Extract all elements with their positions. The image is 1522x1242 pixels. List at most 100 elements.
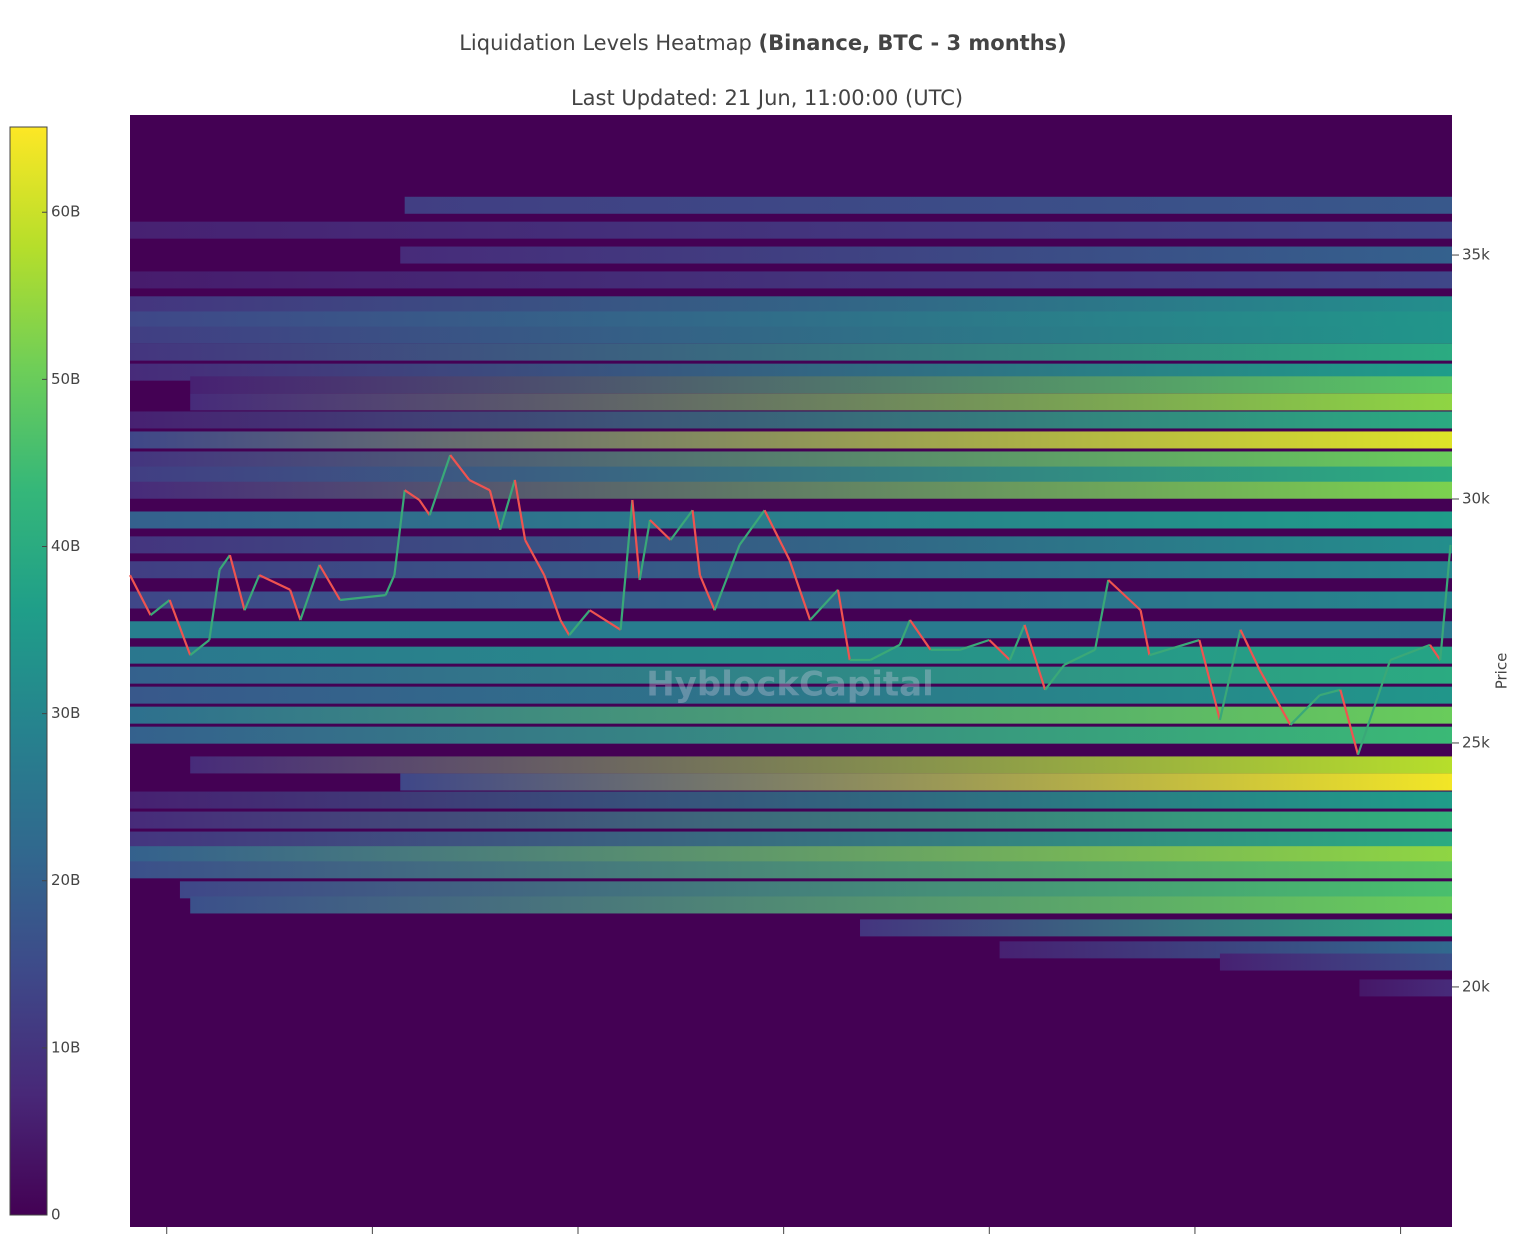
price-segment — [468, 478, 491, 492]
heat-band — [130, 411, 1452, 429]
price-segment — [129, 574, 152, 616]
price-segment — [1198, 639, 1221, 721]
heat-band — [130, 666, 1452, 684]
price-segment — [393, 490, 406, 576]
price-segment — [1063, 648, 1096, 666]
subtitle: Last Updated: 21 Jun, 11:00:00 (UTC) — [571, 86, 963, 110]
colorbar-tick-label: 0 — [51, 1206, 61, 1224]
colorbar-tick-label: 60B — [51, 203, 80, 221]
heat-band — [130, 431, 1452, 449]
price-segment — [589, 609, 622, 631]
price-segment — [384, 574, 396, 596]
title-bold: (Binance, BTC - 3 months) — [759, 31, 1067, 55]
price-segment — [243, 574, 261, 611]
heat-band — [130, 271, 1452, 289]
price-segment — [836, 589, 851, 661]
price-segment — [763, 509, 791, 561]
heat-band — [179, 881, 1452, 899]
colorbar-tick-label: 10B — [51, 1038, 80, 1056]
price-segment — [698, 574, 716, 611]
heat-band — [130, 343, 1452, 361]
price-segment — [909, 619, 932, 651]
price-segment — [299, 564, 321, 621]
heat-band — [130, 451, 1452, 469]
price-segment — [208, 569, 221, 641]
price-segment — [809, 589, 839, 621]
price-segment — [168, 599, 192, 656]
price-segment — [1319, 688, 1341, 697]
heat-band — [130, 791, 1452, 809]
price-segment — [568, 609, 591, 636]
price-segment — [1044, 664, 1066, 691]
price-segment — [189, 639, 211, 657]
chart-title: Liquidation Levels Heatmap (Binance, BTC… — [459, 31, 1067, 55]
heat-band — [130, 326, 1452, 344]
price-segment — [543, 574, 562, 621]
price-segment — [1289, 694, 1321, 726]
y-tick-label: 30k — [1462, 490, 1490, 508]
heat-band — [130, 511, 1452, 529]
price-segment — [428, 454, 452, 516]
heat-band — [130, 646, 1452, 664]
price-segment — [289, 589, 302, 621]
title-text: Liquidation Levels Heatmap — [459, 31, 758, 55]
heat-band — [130, 311, 1452, 329]
heat-band — [1219, 953, 1452, 971]
heat-band — [130, 536, 1452, 554]
heat-band — [404, 196, 1452, 214]
price-segment — [499, 479, 516, 531]
heat-band — [400, 246, 1453, 264]
price-segment — [691, 510, 702, 576]
price-segment — [559, 619, 571, 636]
price-segment — [1107, 579, 1142, 612]
colorbar-tick-label: 30B — [51, 704, 80, 722]
price-segment — [1139, 610, 1151, 656]
heat-band — [130, 466, 1452, 484]
price-segment — [1239, 629, 1261, 671]
price-segment — [619, 499, 634, 630]
price-segment — [631, 499, 641, 581]
heat-band — [130, 561, 1452, 579]
price-segment — [149, 599, 171, 616]
price-segment — [228, 554, 246, 611]
price-segment — [524, 539, 546, 576]
colorbar-tick-label: 20B — [51, 871, 80, 889]
price-segment — [1023, 624, 1047, 691]
y-tick-label: 35k — [1462, 246, 1490, 264]
price-segment — [959, 638, 990, 651]
price-segment — [1389, 643, 1431, 662]
price-segment — [738, 509, 766, 546]
price-segment — [258, 574, 291, 591]
heat-band — [130, 706, 1452, 724]
price-segment — [638, 519, 652, 581]
heat-band — [130, 686, 1452, 704]
price-segment — [1356, 659, 1392, 756]
colorbar — [9, 126, 48, 1216]
price-segment — [988, 639, 1011, 661]
heat-band — [860, 919, 1452, 937]
heat-band — [190, 756, 1452, 774]
heat-band — [130, 861, 1452, 879]
heat-band — [130, 726, 1452, 744]
price-segment — [649, 519, 672, 541]
watermark: HyblockCapital — [646, 665, 933, 705]
price-segment — [418, 499, 431, 516]
price-segment — [218, 554, 231, 571]
price-segment — [1258, 669, 1292, 726]
heat-band — [130, 221, 1452, 239]
heat-band — [130, 621, 1452, 639]
heat-band — [400, 773, 1453, 791]
price-segment — [1093, 579, 1110, 650]
heat-band — [130, 831, 1452, 849]
price-segment — [513, 479, 527, 541]
y-axis-label: Price — [1493, 653, 1511, 690]
price-segment — [339, 594, 386, 602]
price-segment — [449, 454, 471, 481]
price-segment — [404, 489, 420, 501]
price-segment — [318, 564, 342, 601]
heat-band — [130, 846, 1452, 864]
heat-band — [130, 811, 1452, 829]
price-segment — [1149, 638, 1200, 657]
colorbar-tick-label: 50B — [51, 370, 80, 388]
heat-band — [190, 896, 1452, 914]
